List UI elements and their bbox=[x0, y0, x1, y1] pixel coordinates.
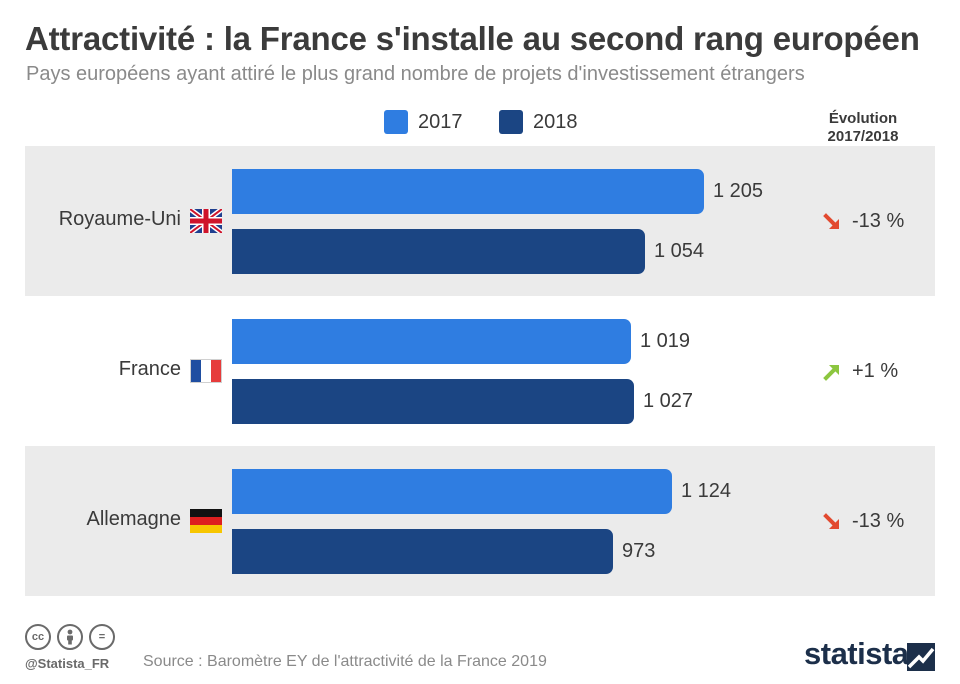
evolution-value-royaume-uni: -13 % bbox=[852, 210, 905, 232]
statista-logo[interactable]: statista bbox=[804, 636, 909, 671]
evolution-header: Évolution 2017/2018 bbox=[808, 110, 918, 146]
legend-swatch-2018 bbox=[499, 110, 523, 134]
value-label-allemagne-2018: 973 bbox=[622, 540, 656, 562]
person-icon bbox=[67, 629, 73, 645]
evolution-value-france: +1 % bbox=[852, 360, 899, 382]
value-label-france-2018: 1 027 bbox=[643, 390, 694, 412]
evolution-header-line2: 2017/2018 bbox=[827, 128, 899, 145]
bar-france-2017 bbox=[232, 319, 631, 364]
legend-item-2017: 2017 bbox=[384, 110, 463, 134]
legend-label-2017: 2017 bbox=[418, 110, 463, 133]
evolution-allemagne: -13 % bbox=[822, 510, 904, 533]
evolution-royaume-uni: -13 % bbox=[822, 210, 904, 233]
value-label-royaume-uni-2018: 1 054 bbox=[654, 240, 705, 262]
license-icons: cc = bbox=[25, 624, 115, 650]
nd-icon: = bbox=[89, 624, 115, 650]
bar-allemagne-2017 bbox=[232, 469, 672, 514]
evolution-france: +1 % bbox=[822, 360, 898, 383]
country-label-royaume-uni: Royaume-Uni bbox=[58, 208, 181, 230]
cc-icon: cc bbox=[25, 624, 51, 650]
value-label-royaume-uni-2017: 1 205 bbox=[713, 180, 764, 202]
arrow-down-icon bbox=[823, 512, 839, 529]
evolution-header-line1: Évolution bbox=[828, 110, 898, 127]
bar-allemagne-2018 bbox=[232, 529, 613, 574]
chart-subtitle: Pays européens ayant attiré le plus gran… bbox=[26, 63, 805, 85]
twitter-handle: @Statista_FR bbox=[25, 656, 110, 671]
bar-royaume-uni-2018 bbox=[232, 229, 645, 274]
value-label-france-2017: 1 019 bbox=[640, 330, 691, 352]
legend-swatch-2017 bbox=[384, 110, 408, 134]
bar-france-2018 bbox=[232, 379, 634, 424]
legend-item-2018: 2018 bbox=[499, 110, 578, 134]
chart-title: Attractivité : la France s'installe au s… bbox=[25, 20, 920, 57]
country-label-allemagne: Allemagne bbox=[86, 508, 181, 530]
evolution-value-allemagne: -13 % bbox=[852, 510, 905, 532]
value-label-allemagne-2017: 1 124 bbox=[681, 480, 732, 502]
germany-flag-icon bbox=[190, 509, 222, 533]
statista-logo-icon bbox=[907, 643, 935, 671]
legend-label-2018: 2018 bbox=[533, 110, 578, 133]
uk-flag-icon bbox=[190, 209, 222, 233]
arrow-down-icon bbox=[823, 212, 839, 229]
by-icon bbox=[57, 624, 83, 650]
source-note: Source : Baromètre EY de l'attractivité … bbox=[143, 653, 547, 670]
bar-royaume-uni-2017 bbox=[232, 169, 704, 214]
france-flag-icon bbox=[190, 359, 222, 383]
arrow-up-icon bbox=[823, 364, 839, 381]
country-label-france: France bbox=[118, 358, 181, 380]
